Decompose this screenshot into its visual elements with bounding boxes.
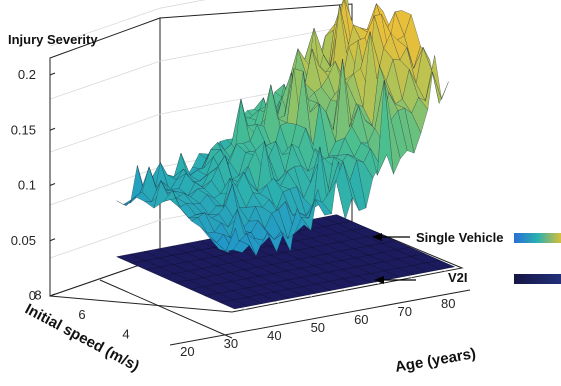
x-tick-label: 50 [311, 320, 325, 335]
x-tick-label: 20 [180, 344, 194, 359]
v2i-surface-patch [425, 260, 456, 270]
z-axis-label: Injury Severity [8, 32, 98, 47]
front-axes [49, 58, 471, 346]
legend-swatch-v2i [514, 274, 561, 284]
x-axis-label: Age (years) [394, 345, 477, 376]
z-tick-label: 0.2 [18, 67, 36, 82]
surface-v2i [116, 214, 456, 310]
z-tick-mark [49, 183, 56, 186]
y-tick-label: 4 [122, 326, 129, 341]
tick-labels: 0 0.05 0.1 0.15 0.2 20 30 40 50 60 70 80 4 6 8 [11, 67, 456, 359]
x-axis-line [169, 289, 471, 346]
legend-label-v2i: V2I [448, 270, 468, 285]
arrowhead-icon [372, 233, 382, 241]
z-tick-mark [49, 72, 56, 76]
y-tick-label: 6 [78, 307, 85, 322]
x-tick-label: 80 [441, 296, 455, 311]
z-tick-label: 0.05 [11, 233, 36, 248]
z-tick-mark [49, 293, 56, 297]
gridline [49, 219, 161, 259]
x-tick-label: 30 [224, 336, 238, 351]
gridline [49, 113, 161, 153]
gridline [159, 24, 353, 62]
single-vehicle-surface-patch [432, 71, 449, 105]
legend: Single Vehicle V2I [372, 230, 561, 285]
legend-label-single-vehicle: Single Vehicle [416, 230, 503, 245]
gridline [49, 60, 161, 100]
y-axis-line [99, 279, 233, 339]
x-tick-label: 70 [398, 304, 412, 319]
z-tick-label: 0 [29, 288, 36, 303]
plot-surfaces [116, 0, 456, 310]
z-tick-label: 0.1 [18, 178, 36, 193]
x-tick-label: 60 [354, 312, 368, 327]
y-tick-label: 8 [34, 288, 41, 303]
surface-single-vehicle [116, 0, 449, 257]
x-tick-label: 40 [267, 328, 281, 343]
gridline [49, 7, 161, 47]
z-tick-mark [49, 127, 56, 131]
z-tick-label: 0.15 [11, 122, 36, 137]
gridline [49, 166, 161, 206]
legend-swatch-single-vehicle [514, 233, 561, 243]
gridline [159, 0, 206, 9]
z-tick-mark [49, 238, 56, 242]
arrowhead-icon [374, 276, 384, 284]
